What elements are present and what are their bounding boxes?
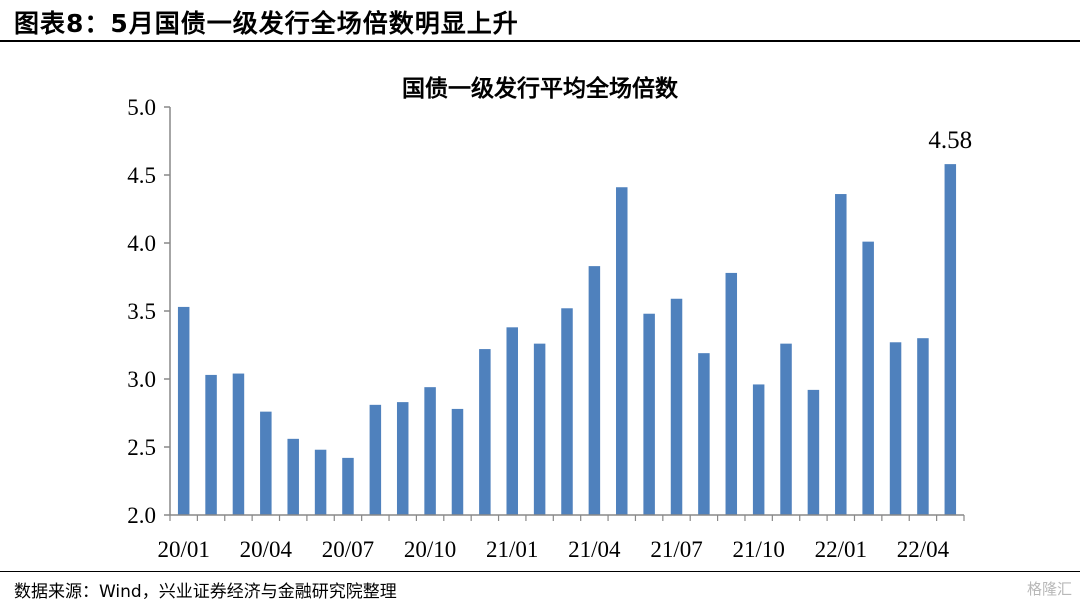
bar-20-09 [396,402,409,515]
x-tick-label: 22/04 [897,537,950,562]
y-tick-label: 4.0 [127,231,156,256]
bar-20-01 [177,306,190,515]
y-tick-label: 5.0 [127,95,156,120]
bar-20-06 [314,449,327,515]
bar-20-03 [232,373,245,515]
y-tick-label: 4.5 [127,163,156,188]
bar-22-03 [889,342,902,515]
data-label: 4.58 [928,127,972,154]
x-tick-label: 20/07 [322,537,374,562]
bar-21-03 [561,308,573,515]
bar-21-11 [780,343,792,515]
figure-header: 图表8：5月国债一级发行全场倍数明显上升 [14,9,519,38]
bar-20-02 [205,374,217,515]
bar-20-05 [287,438,299,515]
bar-22-01 [835,194,847,516]
bar-20-08 [369,404,382,515]
x-tick-label: 21/10 [732,537,784,562]
x-tick-label: 20/04 [240,537,293,562]
bar-21-10 [752,384,765,515]
bar-21-02 [533,343,546,515]
bar-21-08 [698,353,710,515]
watermark-logo: 格隆汇 [1026,580,1072,598]
bar-22-04 [917,338,929,515]
x-tick-label: 20/10 [404,537,456,562]
x-tick-label: 22/01 [815,537,867,562]
y-tick-label: 2.0 [127,503,156,528]
bar-21-09 [725,272,738,515]
bar-20-12 [479,349,491,515]
source-note: 数据来源：Wind，兴业证券经济与金融研究院整理 [14,582,397,602]
bar-21-12 [807,389,820,515]
x-tick-label: 21/07 [650,537,702,562]
x-tick-label: 21/01 [486,537,538,562]
y-tick-label: 3.5 [127,299,156,324]
chart-title: 国债一级发行平均全场倍数 [402,75,679,102]
y-tick-label: 3.0 [127,367,156,392]
bar-21-04 [588,266,601,515]
bar-20-11 [451,408,464,515]
bar-chart: 国债一级发行平均全场倍数 2.0 2.5 3.0 3.5 4.0 4.5 5.0 20/01 2… [127,75,972,562]
x-tick-label: 21/04 [568,537,621,562]
bar-20-07 [342,457,354,515]
bar-20-10 [424,387,436,515]
x-tick-label: 20/01 [157,537,209,562]
bar-22-05 [944,164,957,515]
bar-21-06 [643,313,655,515]
bar-21-07 [670,298,683,515]
bar-22-02 [862,241,874,515]
bar-21-05 [616,187,628,516]
bar-21-01 [506,327,518,515]
header-rule [0,40,1080,42]
bar-20-04 [260,411,272,515]
footer-rule [0,571,1080,572]
y-tick-label: 2.5 [127,435,156,460]
